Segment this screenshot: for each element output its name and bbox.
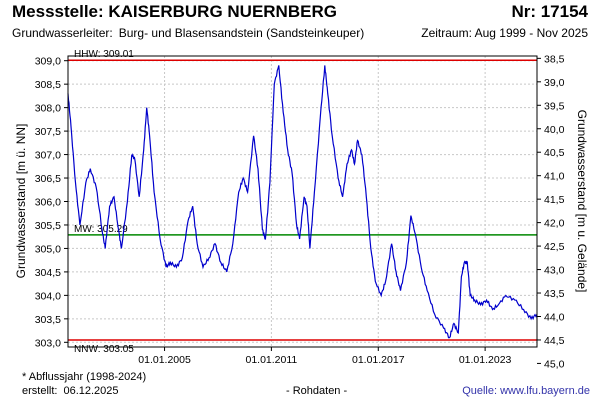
x-tick-label: 01.01.2011 xyxy=(245,354,297,366)
y-axis-left: 303,0 303,5 304,0 304,5 305,0 305,5 306,0 306,5… xyxy=(35,56,68,349)
y2-tick-label: 42,5 xyxy=(544,241,565,253)
reference-line-label: HHW: 309.01 xyxy=(74,49,134,60)
y2-tick-label: 43,5 xyxy=(544,288,565,300)
y-tick-label: 309,0 xyxy=(35,56,61,68)
y-tick-label: 303,5 xyxy=(35,314,61,326)
y2-tick-label: 38,5 xyxy=(544,53,565,65)
y-tick-label: 304,0 xyxy=(35,290,61,302)
x-tick-label: 01.01.2017 xyxy=(352,354,405,366)
reference-line-label: NNW: 303.05 xyxy=(74,344,134,355)
grid xyxy=(68,56,537,347)
y-tick-label: 307,0 xyxy=(35,150,61,162)
y-axis-right: 38,5 39,0 39,5 40,0 40,5 41,0 41,5 42,0 42,5 43,0… xyxy=(537,53,565,370)
created-line: erstellt: 06.12.2025 xyxy=(22,385,119,397)
y-tick-label: 307,5 xyxy=(35,126,61,138)
y2-tick-label: 42,0 xyxy=(544,218,565,230)
reference-lines: HHW: 309.01 MW: 305.29 NNW: 303.05 xyxy=(68,49,537,355)
source-label: Quelle: xyxy=(462,385,498,397)
x-tick-label: 01.01.2023 xyxy=(459,354,512,366)
y2-tick-label: 41,5 xyxy=(544,194,565,206)
y-tick-label: 305,5 xyxy=(35,220,61,232)
y2-tick-label: 39,0 xyxy=(544,77,565,89)
y2-tick-label: 41,0 xyxy=(544,171,565,183)
footnote: * Abflussjahr (1998-2024) xyxy=(22,371,147,383)
y-tick-label: 308,0 xyxy=(35,103,61,115)
source-link[interactable]: www.lfu.bayern.de xyxy=(500,385,590,397)
reference-line-label: MW: 305.29 xyxy=(74,224,128,235)
aquifer-label: Grundwasserleiter: xyxy=(12,26,113,40)
station-title: Messstelle: KAISERBURG NUERNBERG xyxy=(12,2,337,21)
created-date: 06.12.2025 xyxy=(63,385,119,397)
y2-axis-label: Grundwasserstand [m u. Gelände] xyxy=(575,110,589,293)
y2-tick-label: 44,0 xyxy=(544,311,565,323)
y-tick-label: 303,0 xyxy=(35,337,61,349)
y2-tick-label: 43,0 xyxy=(544,265,565,277)
source-line: Quelle: www.lfu.bayern.de xyxy=(462,385,590,397)
created-label: erstellt: xyxy=(22,385,58,397)
series-line xyxy=(67,65,538,339)
x-tick-label: 01.01.2005 xyxy=(138,354,191,366)
plot-area xyxy=(68,56,537,347)
y2-tick-label: 40,5 xyxy=(544,147,565,159)
y-tick-label: 308,5 xyxy=(35,79,61,91)
y-tick-label: 304,5 xyxy=(35,267,61,279)
x-axis: 01.01.2005 01.01.2011 01.01.2017 01.01.2023 xyxy=(138,347,512,366)
y-tick-label: 306,5 xyxy=(35,173,61,185)
y-tick-label: 305,0 xyxy=(35,243,61,255)
y2-tick-label: 44,5 xyxy=(544,335,565,347)
y2-tick-label: 45,0 xyxy=(544,358,565,370)
raw-data-note: - Rohdaten - xyxy=(286,385,348,397)
y-axis-label: Grundwasserstand [m ü. NN] xyxy=(14,124,28,279)
y2-tick-label: 40,0 xyxy=(544,124,565,136)
y-tick-label: 306,0 xyxy=(35,197,61,209)
period-range: Zeitraum: Aug 1999 - Nov 2025 xyxy=(421,26,588,40)
aquifer-value: Burg- und Blasensandstein (Sandsteinkeup… xyxy=(118,26,365,40)
station-number: Nr: 17154 xyxy=(511,2,588,21)
aquifer-line: Grundwasserleiter: Burg- und Blasensandst… xyxy=(12,26,364,40)
y2-tick-label: 39,5 xyxy=(544,100,565,112)
